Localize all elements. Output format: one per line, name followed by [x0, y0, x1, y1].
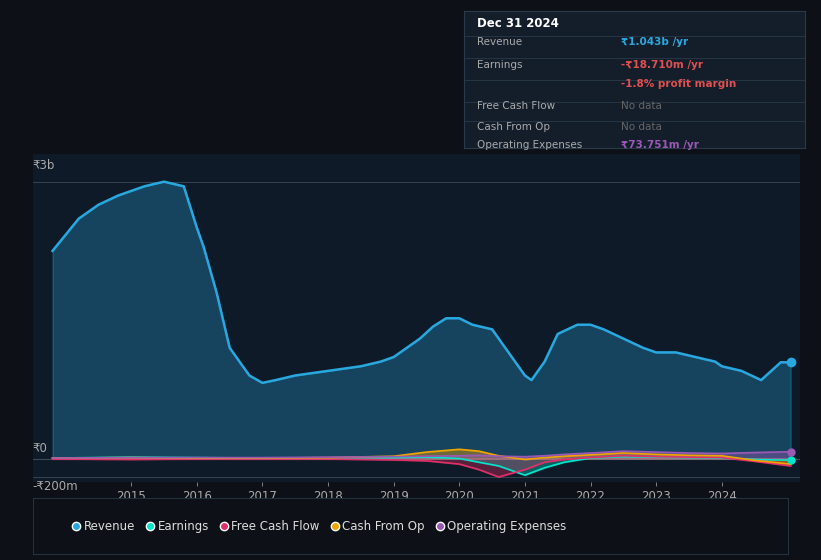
Text: Earnings: Earnings	[478, 60, 523, 70]
Text: ₹3b: ₹3b	[32, 159, 54, 172]
Text: Dec 31 2024: Dec 31 2024	[478, 17, 559, 30]
Text: Operating Expenses: Operating Expenses	[478, 140, 583, 150]
Text: ₹1.043b /yr: ₹1.043b /yr	[621, 37, 688, 47]
Text: Cash From Op: Cash From Op	[478, 122, 551, 132]
Text: Free Cash Flow: Free Cash Flow	[478, 101, 556, 111]
Text: ₹0: ₹0	[32, 442, 47, 455]
Text: Revenue: Revenue	[478, 37, 523, 47]
Text: -₹18.710m /yr: -₹18.710m /yr	[621, 60, 703, 70]
Text: -₹200m: -₹200m	[32, 480, 78, 493]
Text: -1.8% profit margin: -1.8% profit margin	[621, 80, 736, 90]
Text: No data: No data	[621, 122, 662, 132]
Legend: Revenue, Earnings, Free Cash Flow, Cash From Op, Operating Expenses: Revenue, Earnings, Free Cash Flow, Cash …	[68, 515, 571, 538]
Text: No data: No data	[621, 101, 662, 111]
Text: ₹73.751m /yr: ₹73.751m /yr	[621, 140, 699, 150]
